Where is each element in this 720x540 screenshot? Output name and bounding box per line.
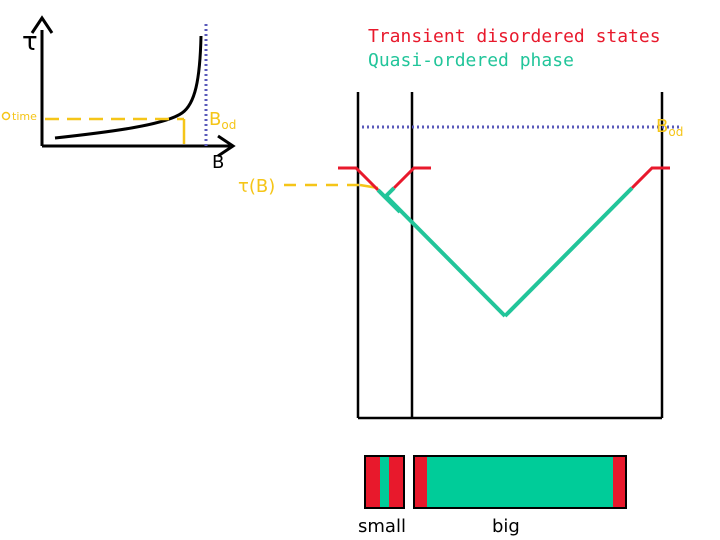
inset-y-axis-label: τ (22, 27, 38, 57)
big-bar-red-left (415, 457, 427, 507)
inset-time-marker-text: time (12, 110, 37, 123)
inset-x-axis-arrow (217, 134, 236, 158)
teal-v-left-arm (384, 194, 507, 318)
inset-bod-label: Bod (209, 109, 236, 132)
small-bar (364, 455, 405, 509)
red-segment-right (630, 166, 670, 190)
sample-bars: small big (358, 455, 627, 537)
red-segment-left (338, 166, 380, 192)
inset-plot: τ B time Bod (1, 15, 236, 173)
main-diagram: Bod τ(B) (238, 92, 683, 420)
tau-b-label: τ(B) (238, 176, 275, 197)
big-bar (413, 455, 627, 509)
big-bar-red-right (613, 457, 625, 507)
inset-x-axis-label: B (212, 152, 224, 173)
inset-bod-letter: B (209, 109, 221, 130)
legend: Transient disordered states Quasi-ordere… (368, 26, 661, 71)
inset-bod-subscript: od (221, 118, 236, 132)
main-bod-letter: B (656, 116, 668, 137)
inset-tau-curve (54, 35, 203, 140)
inset-y-axis-arrow (30, 15, 54, 34)
small-bar-label: small (358, 516, 406, 537)
teal-v-right-arm (503, 186, 634, 318)
small-bar-teal-strip (380, 457, 389, 507)
time-marker-circle-icon (1, 111, 11, 121)
inset-time-label: time (1, 110, 37, 123)
teal-mid-small (384, 186, 396, 198)
big-bar-label: big (492, 516, 520, 537)
legend-quasi-ordered: Quasi-ordered phase (368, 50, 574, 71)
big-bar-teal (413, 455, 627, 509)
main-bod-subscript: od (668, 125, 683, 139)
main-bod-label: Bod (656, 116, 683, 139)
red-segment-mid (392, 166, 431, 190)
legend-transient-disordered: Transient disordered states (368, 26, 661, 47)
